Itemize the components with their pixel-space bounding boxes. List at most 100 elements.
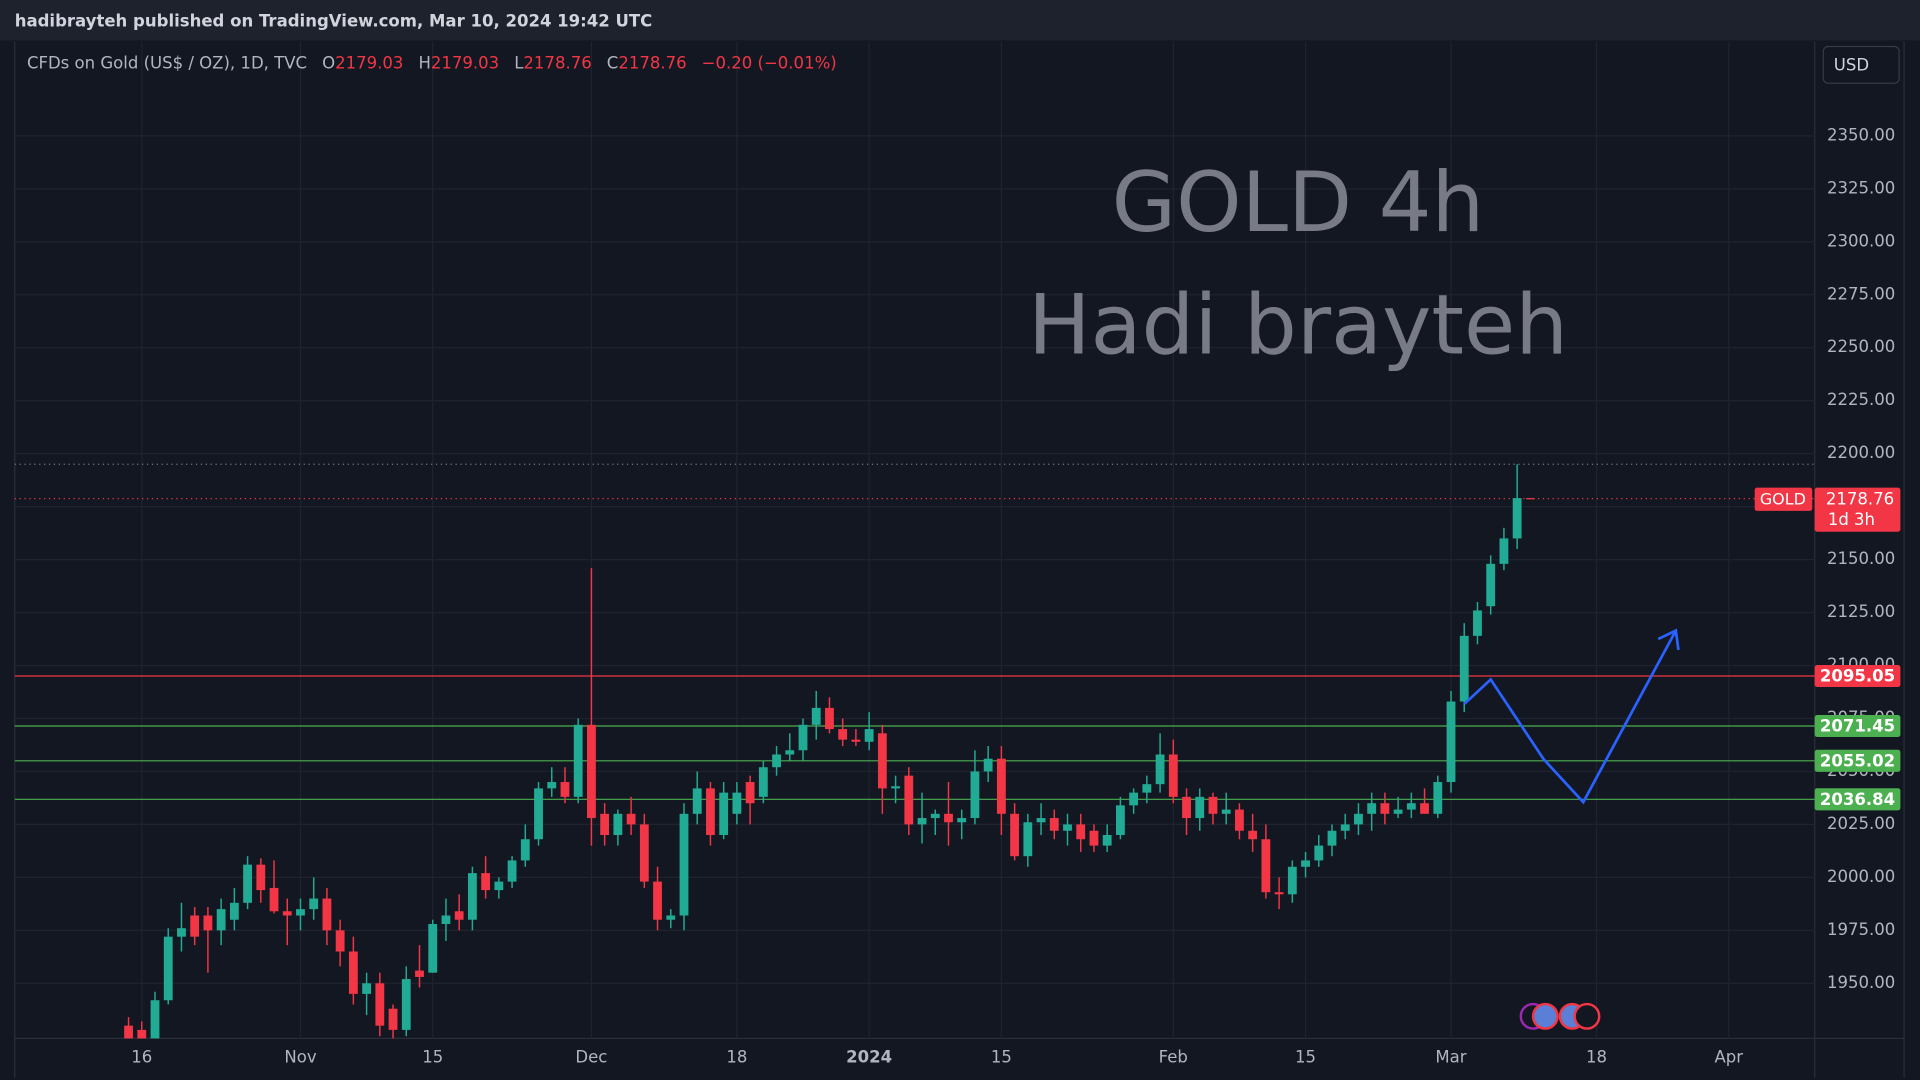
candle-body bbox=[1354, 813, 1363, 825]
x-tick-label: 18 bbox=[726, 1047, 747, 1066]
watermark-text: GOLD 4h bbox=[1112, 154, 1485, 251]
candle-body bbox=[957, 818, 967, 823]
candle-body bbox=[1287, 866, 1297, 895]
ohlc-value: 2178.76 bbox=[618, 53, 686, 72]
candle-body bbox=[428, 923, 438, 973]
candle-body bbox=[375, 983, 385, 1026]
y-tick-label: 1975.00 bbox=[1827, 920, 1895, 939]
candle-body bbox=[335, 930, 345, 952]
candle-body bbox=[864, 729, 874, 742]
x-tick-label: Nov bbox=[284, 1047, 316, 1066]
candle-body bbox=[666, 915, 676, 920]
ohlc-key: O bbox=[322, 53, 335, 72]
candle-body bbox=[520, 839, 530, 861]
candle-body bbox=[1314, 845, 1324, 861]
candle-body bbox=[1182, 796, 1191, 819]
level-label: 2036.84 bbox=[1820, 790, 1895, 809]
candle-body bbox=[467, 873, 477, 920]
candle-body bbox=[203, 915, 213, 931]
level-label: 2055.02 bbox=[1820, 752, 1895, 771]
level-label: 2071.45 bbox=[1820, 717, 1895, 736]
projection-arrowhead bbox=[1657, 628, 1680, 651]
candle-body bbox=[996, 758, 1006, 814]
candle-body bbox=[1446, 701, 1456, 783]
candle-body bbox=[1486, 563, 1496, 607]
candle-body bbox=[1473, 610, 1482, 636]
candle-body bbox=[163, 936, 173, 1001]
legend: CFDs on Gold (US$ / OZ), 1D, TVC O2179.0… bbox=[27, 53, 837, 72]
candle-body bbox=[1195, 796, 1205, 819]
candle-body bbox=[1301, 860, 1310, 867]
watermark-text: Hadi brayteh bbox=[1028, 277, 1568, 374]
candle-body bbox=[653, 881, 662, 920]
candle-body bbox=[1023, 822, 1033, 857]
y-tick-label: 2275.00 bbox=[1827, 284, 1895, 303]
candle-body bbox=[1340, 824, 1350, 831]
candle-body bbox=[1129, 792, 1139, 806]
candle-body bbox=[732, 792, 742, 814]
candle-body bbox=[1115, 805, 1125, 835]
change: −0.20 (−0.01%) bbox=[702, 53, 837, 72]
candle-body bbox=[692, 788, 702, 814]
ohlc-key: L bbox=[514, 53, 524, 72]
plot bbox=[14, 463, 1815, 1039]
candle-body bbox=[825, 707, 834, 730]
candle-body bbox=[877, 733, 887, 789]
candle-body bbox=[600, 813, 610, 835]
y-tick-label: 2025.00 bbox=[1827, 814, 1895, 833]
candle-body bbox=[441, 915, 451, 924]
candle-body bbox=[1499, 538, 1509, 564]
candle-body bbox=[1459, 635, 1469, 702]
candle-body bbox=[719, 792, 729, 835]
level-label-box bbox=[1814, 788, 1901, 811]
candle-body bbox=[216, 909, 226, 931]
x-tick-label: Apr bbox=[1714, 1047, 1743, 1066]
x-tick-label: 15 bbox=[1295, 1047, 1316, 1066]
candle-body bbox=[706, 788, 715, 835]
x-tick-label: 15 bbox=[991, 1047, 1012, 1066]
candle-body bbox=[1406, 803, 1416, 810]
candle-body bbox=[494, 881, 504, 891]
ohlc-key: H bbox=[418, 53, 430, 72]
last-price-label: 2178.76 bbox=[1826, 489, 1894, 508]
currency-button[interactable] bbox=[1822, 45, 1900, 84]
candle-body bbox=[415, 970, 424, 977]
candle-body bbox=[573, 724, 583, 797]
x-tick-label: 16 bbox=[131, 1047, 152, 1066]
candle-body bbox=[454, 911, 464, 920]
candle-body bbox=[1168, 754, 1178, 797]
candle-body bbox=[282, 911, 292, 916]
currency-label[interactable]: USD bbox=[1834, 56, 1869, 75]
candle-body bbox=[309, 898, 319, 910]
ohlc-value: 2179.03 bbox=[335, 53, 403, 72]
x-tick-label: Dec bbox=[575, 1047, 607, 1066]
candle-body bbox=[944, 813, 953, 823]
y-tick-label: 2200.00 bbox=[1827, 443, 1895, 462]
symbol-label: GOLD bbox=[1760, 489, 1806, 508]
symbol-title: CFDs on Gold (US$ / OZ), 1D, TVC bbox=[27, 53, 307, 72]
top-bar bbox=[0, 0, 1920, 41]
candle-body bbox=[362, 983, 372, 994]
level-label: 2095.05 bbox=[1820, 667, 1895, 686]
candle-body bbox=[1102, 834, 1112, 846]
candle-body bbox=[1089, 830, 1099, 846]
candle-body bbox=[1063, 824, 1072, 831]
candle-body bbox=[1420, 803, 1429, 814]
x-tick-label: 18 bbox=[1586, 1047, 1607, 1066]
candle-body bbox=[1380, 803, 1390, 814]
level-label-box bbox=[1814, 664, 1901, 688]
y-tick-label: 2350.00 bbox=[1827, 125, 1895, 144]
candle-body bbox=[613, 813, 623, 835]
y-tick-label: 2325.00 bbox=[1827, 178, 1895, 197]
candle-body bbox=[1261, 839, 1271, 893]
candle-body bbox=[626, 813, 636, 825]
candle-body bbox=[758, 767, 768, 797]
candle-body bbox=[137, 1029, 147, 1039]
candle-body bbox=[190, 915, 200, 937]
y-tick-label: 2125.00 bbox=[1827, 602, 1895, 621]
candle-body bbox=[904, 775, 914, 825]
x-tick-label: Feb bbox=[1159, 1047, 1188, 1066]
